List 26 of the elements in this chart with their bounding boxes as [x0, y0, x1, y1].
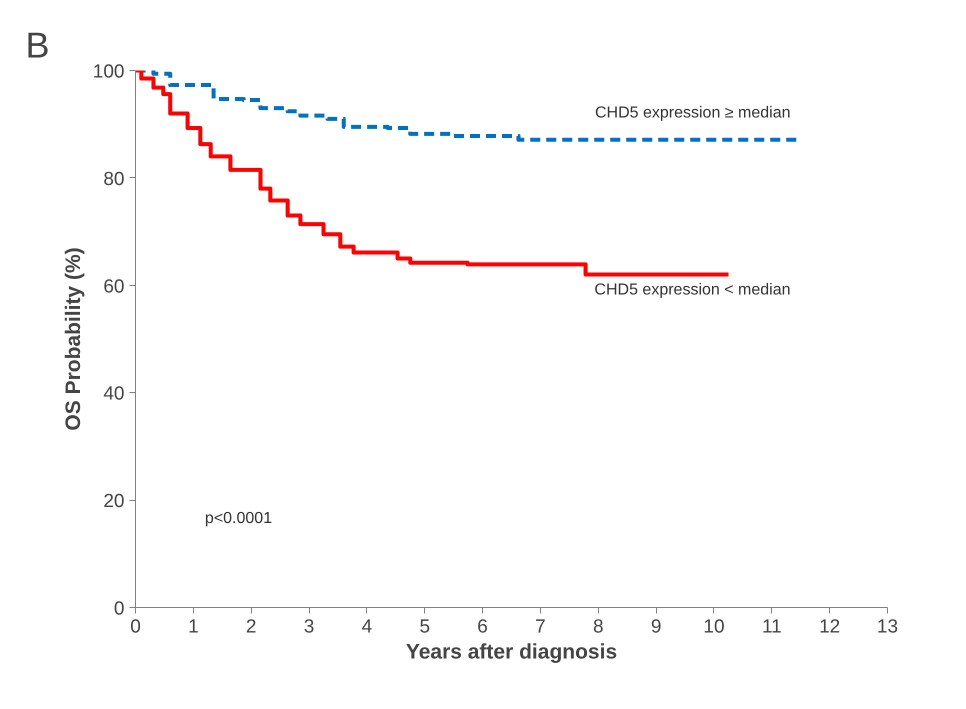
- y-tick-label: 40: [103, 384, 125, 405]
- x-tick-label: 5: [419, 616, 430, 638]
- annotation: CHD5 expression < median: [594, 282, 790, 299]
- x-tick-label: 2: [246, 616, 256, 638]
- x-tick-label: 12: [819, 616, 840, 638]
- text: B: [26, 24, 50, 66]
- x-tick-label: 0: [130, 616, 141, 638]
- x-tick-label: 4: [362, 616, 373, 638]
- x-tick-label: 7: [535, 616, 546, 638]
- y-tick-label: 20: [103, 491, 125, 512]
- x-tick-label: 1: [188, 616, 199, 638]
- x-tick-label: 3: [304, 616, 314, 638]
- annotation: p<0.0001: [204, 510, 272, 527]
- x-tick-label: 13: [876, 616, 898, 638]
- x-tick-label: 9: [650, 616, 662, 638]
- y-tick-label: 60: [103, 276, 125, 298]
- y-axis-title: OS Probability (%): [62, 247, 85, 431]
- x-tick-label: 10: [703, 616, 725, 638]
- annotation: CHD5 expression ≥ median: [594, 104, 790, 122]
- y-tick-label: 0: [114, 598, 125, 620]
- x-tick-label: 6: [477, 616, 488, 638]
- x-tick-label: 8: [592, 616, 604, 638]
- x-axis-title: Years after diagnosis: [406, 640, 618, 664]
- y-tick-label: 80: [103, 168, 125, 190]
- y-tick-label: 100: [92, 62, 124, 82]
- x-tick-label: 11: [762, 616, 782, 638]
